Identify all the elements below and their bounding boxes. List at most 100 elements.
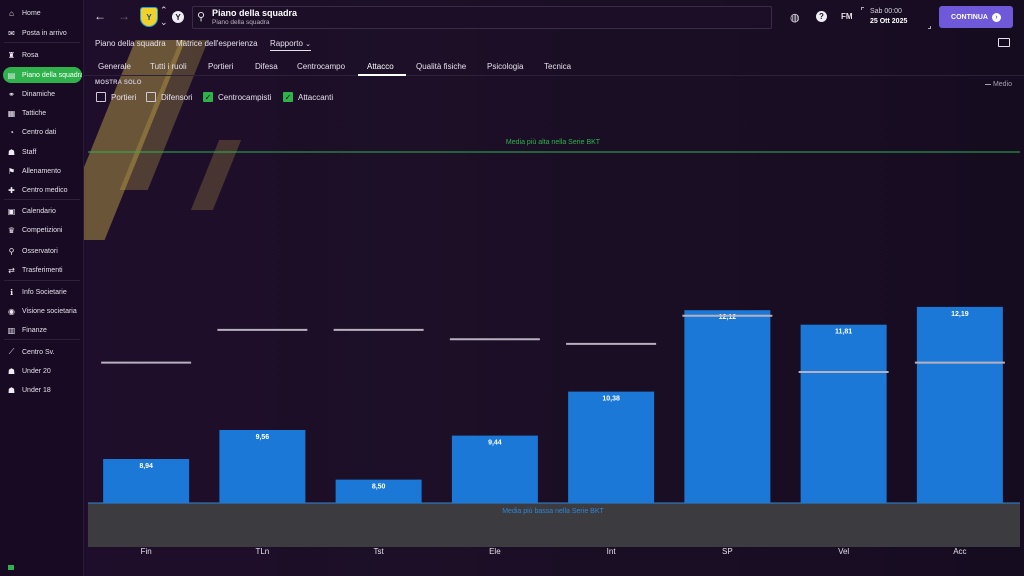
development-icon: ⟋ [8,347,15,356]
chevron-down-icon[interactable]: ⌄ [160,17,168,27]
status-indicator-icon [8,565,14,570]
subnav-rapporto-label: Rapporto [270,39,303,48]
tab-centrocampo[interactable]: Centrocampo [297,62,346,71]
bar-vel [800,324,887,503]
mail-icon: ✉ [8,28,15,38]
sidebar-item-centro-medico[interactable]: ✚ Centro medico [3,182,82,198]
globe-icon[interactable]: ◍ [790,12,800,24]
sidebar-item-visione-societaria[interactable]: ◉ Visione societaria [3,303,82,319]
arrow-right-circle-icon: › [991,12,1001,22]
x-tick-label: TLn [255,547,269,556]
current-time: Sab 00:00 [870,8,902,15]
tab-qualita-fisiche[interactable]: Qualità fisiche [416,62,467,71]
x-tick-label: SP [722,547,733,556]
back-arrow-icon[interactable]: ← [94,9,106,23]
tab-psicologia[interactable]: Psicologia [487,62,524,71]
sidebar-item-label: Osservatori [22,247,58,255]
sidebar-item-competizioni[interactable]: ♛ Competizioni [3,222,82,238]
legend-average-swatch [985,83,991,85]
sidebar-item-piano-della-squadra[interactable]: ▤ Piano della squadra [3,67,82,83]
tab-generale[interactable]: Generale [98,62,131,71]
sidebar-item-label: Dinamiche [22,90,56,98]
sidebar-item-posta-in-arrivo[interactable]: ✉ Posta in arrivo [3,25,82,41]
tab-difesa[interactable]: Difesa [255,62,278,71]
subnav-piano-della-squadra[interactable]: Piano della squadra [95,39,166,48]
training-icon: ⚑ [7,166,16,176]
finance-icon: ▥ [7,325,16,335]
sidebar-item-centro-dati[interactable]: ◔ Centro dati [3,124,82,140]
filter-centrocampisti[interactable]: ✓ Centrocampisti [203,92,271,102]
sidebar-item-calendario[interactable]: ▣ Calendario [3,203,82,219]
sidebar-item-label: Home [22,9,41,17]
lowest-average-label: Media più bassa nella Serie BKT [502,508,604,515]
sidebar-item-label: Centro Sv. [22,348,55,356]
subnav-matrice-esperienza[interactable]: Matrice dell'esperienza [176,39,258,48]
sidebar-item-label: Staff [22,148,37,156]
filter-difensori-label: Difensori [161,92,193,102]
checkbox-portieri[interactable] [96,92,106,102]
tactics-board-icon: ▦ [7,108,16,118]
sidebar-item-trasferimenti[interactable]: ⇄ Trasferimenti [3,262,82,278]
tab-tecnica[interactable]: Tecnica [544,62,572,71]
calendar-icon: ▣ [7,206,16,216]
shirt-icon: ♜ [7,50,16,60]
sidebar-item-tattiche[interactable]: ▦ Tattiche [3,105,82,121]
continue-button[interactable]: CONTINUA › [939,6,1013,28]
checkbox-difensori[interactable] [146,92,156,102]
chevron-down-icon: ⌄ [305,41,312,48]
sidebar-item-staff[interactable]: ☗ Staff [3,144,82,160]
filter-centrocampisti-label: Centrocampisti [218,92,272,102]
sidebar-item-under-18[interactable]: ☗ Under 18 [3,382,82,398]
checkbox-attaccanti[interactable]: ✓ [283,92,293,102]
sidebar-item-label: Calendario [22,207,56,215]
sidebar-item-osservatori[interactable]: ⚲ Osservatori [3,243,82,259]
sidebar-item-label: Trasferimenti [22,266,63,274]
sidebar-item-label: Allenamento [22,167,61,175]
page-subtitle: Piano della squadra [212,19,270,26]
tab-attacco[interactable]: Attacco [367,62,394,71]
sidebar-item-info-societarie[interactable]: ℹ Info Societarie [3,284,82,300]
bar-tst [335,479,422,503]
bar-value-label: 9,56 [256,434,270,441]
active-tab-underline [358,74,406,76]
filter-attaccanti[interactable]: ✓ Attaccanti [283,92,333,102]
checkbox-centrocampisti[interactable]: ✓ [203,92,213,102]
club-switch-icon[interactable]: Y [172,11,184,23]
tab-tutti-i-ruoli[interactable]: Tutti i ruoli [150,62,187,71]
date-box[interactable]: Sab 00:00 25 Ott 2025 [861,7,931,29]
clipboard-icon: ▤ [7,70,16,80]
sidebar-item-dinamiche[interactable]: ⚭ Dinamiche [3,86,82,102]
sidebar-divider [4,42,80,43]
sidebar: ⌂ Home ✉ Posta in arrivo ♜ Rosa ▤ Piano della s… [0,0,84,576]
current-date: 25 Ott 2025 [870,18,908,25]
sidebar-item-rosa[interactable]: ♜ Rosa [3,47,82,63]
fm-menu-icon[interactable]: FM [841,12,853,21]
filter-attaccanti-label: Attaccanti [298,92,334,102]
sub-navigation: Piano della squadra Matrice dell'esperie… [84,36,1024,54]
sidebar-item-label: Visione societaria [22,307,77,315]
sidebar-item-allenamento[interactable]: ⚑ Allenamento [3,163,82,179]
help-icon[interactable]: ? [816,11,827,22]
filter-difensori[interactable]: Difensori [146,92,193,102]
sidebar-divider [4,339,80,340]
club-badge[interactable]: Y [140,7,158,27]
bar-value-label: 9,44 [488,440,502,447]
sidebar-item-under-20[interactable]: ☗ Under 20 [3,363,82,379]
forward-arrow-icon[interactable]: → [118,9,130,23]
medical-cross-icon: ✚ [8,185,15,195]
filter-portieri[interactable]: Portieri [96,92,136,102]
search-icon: ⚲ [197,11,206,23]
subnav-rapporto[interactable]: Rapporto ⌄ [270,39,312,51]
search-bar[interactable]: ⚲ [192,6,772,29]
sidebar-item-home[interactable]: ⌂ Home [3,5,82,21]
tab-portieri[interactable]: Portieri [208,62,234,71]
info-icon: ℹ [9,287,14,297]
top-bar: ← → Y ⌃ ⌄ Y [84,0,1024,36]
sidebar-item-centro-sv-[interactable]: ⟋ Centro Sv. [3,344,82,360]
vision-icon: ◉ [8,306,15,316]
data-circle-icon: ◔ [9,127,14,137]
chevron-up-icon[interactable]: ⌃ [160,5,168,15]
monitor-icon[interactable] [998,38,1010,47]
sidebar-item-finanze[interactable]: ▥ Finanze [3,322,82,338]
